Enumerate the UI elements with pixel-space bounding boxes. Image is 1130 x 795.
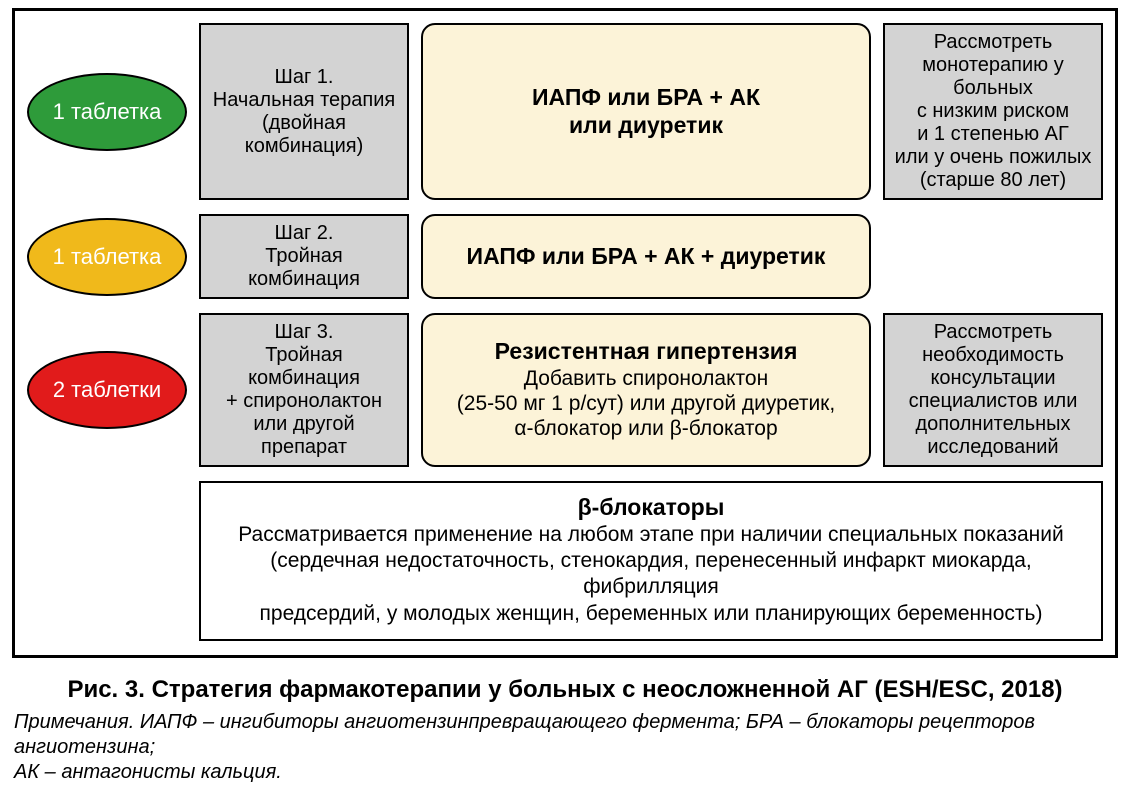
therapy-box-1: ИАПФ или БРА + АКили диуретик — [421, 23, 871, 200]
therapy-title-1: ИАПФ или БРА + АКили диуретик — [532, 84, 760, 139]
therapy-box-2: ИАПФ или БРА + АК + диуретик — [421, 214, 871, 299]
therapy-body-3: Добавить спиронолактон(25-50 мг 1 р/сут)… — [457, 366, 835, 442]
therapy-title-3: Резистентная гипертензия — [495, 338, 798, 366]
therapy-box-3: Резистентная гипертензия Добавить спирон… — [421, 313, 871, 467]
step-row-2: 1 таблетка Шаг 2.Тройнаякомбинация ИАПФ … — [27, 214, 1103, 299]
step-box-3: Шаг 3.Тройная комбинация+ спиронолактони… — [199, 313, 409, 467]
diagram-frame: 1 таблетка Шаг 1.Начальная терапия(двойн… — [12, 8, 1118, 658]
step-box-2: Шаг 2.Тройнаякомбинация — [199, 214, 409, 299]
beta-blocker-body: Рассматривается применение на любом этап… — [217, 522, 1085, 627]
note-box-1: Рассмотретьмонотерапию у больныхс низким… — [883, 23, 1103, 200]
beta-blocker-title: β-блокаторы — [217, 493, 1085, 522]
tablet-pill-3: 2 таблетки — [27, 351, 187, 429]
step-box-1: Шаг 1.Начальная терапия(двойнаякомбинаци… — [199, 23, 409, 200]
tablet-pill-1: 1 таблетка — [27, 73, 187, 151]
therapy-title-2: ИАПФ или БРА + АК + диуретик — [467, 243, 826, 271]
step-row-3: 2 таблетки Шаг 3.Тройная комбинация+ спи… — [27, 313, 1103, 467]
note-placeholder-2 — [883, 214, 1103, 299]
figure-footnote: Примечания. ИАПФ – ингибиторы ангиотензи… — [14, 710, 1116, 785]
step-row-1: 1 таблетка Шаг 1.Начальная терапия(двойн… — [27, 23, 1103, 200]
note-box-3: Рассмотретьнеобходимостьконсультацииспец… — [883, 313, 1103, 467]
beta-blocker-box: β-блокаторы Рассматривается применение н… — [199, 481, 1103, 641]
tablet-pill-2: 1 таблетка — [27, 218, 187, 296]
figure-caption: Рис. 3. Стратегия фармакотерапии у больн… — [14, 676, 1116, 704]
